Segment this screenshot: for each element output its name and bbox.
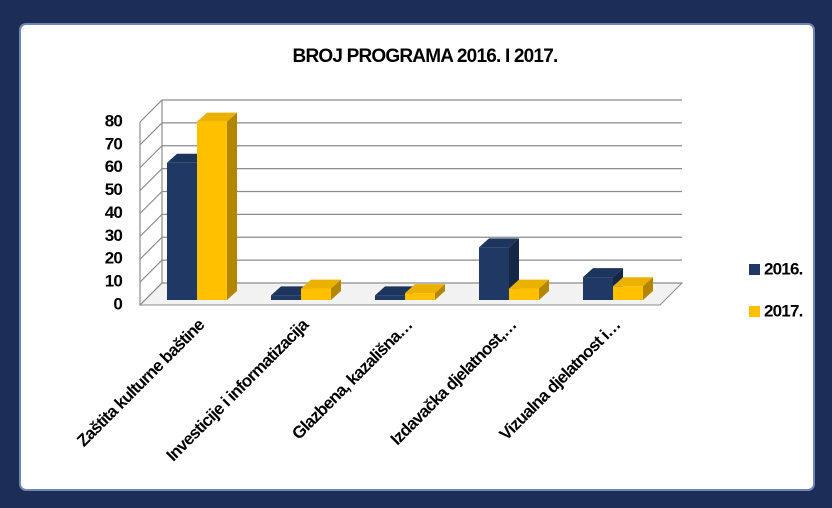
grid-line [139,191,163,214]
y-tick-label: 20 [105,249,123,268]
y-tick-label: 80 [105,111,123,130]
bar [301,279,341,300]
grid-line [139,168,163,192]
bar-front [301,288,331,300]
grid-line [139,122,163,146]
bar [509,279,549,300]
bar-top [583,268,623,278]
legend-label: 2016. [764,259,803,278]
bar [613,277,653,300]
bar-top [197,112,237,122]
bar-front [197,121,227,300]
bar-side [435,284,445,300]
bar-side [539,279,549,300]
grid-line [139,213,163,237]
grid-line [139,236,163,260]
bar-side [331,279,341,300]
bar-top [301,279,341,289]
y-tick-label: 0 [113,294,122,313]
bar-front [509,288,539,300]
bar-side [227,112,237,300]
bar-front [375,295,405,300]
legend-swatch [749,306,760,317]
grid-line [139,282,163,306]
bar-top [405,284,445,294]
y-tick-label: 10 [105,272,123,291]
bar-top [479,238,519,248]
grid-line [139,145,163,169]
bar [405,284,445,300]
legend-swatch [749,264,760,275]
bar [197,112,237,300]
bar-front [405,293,435,300]
bar-front [583,277,613,300]
bar-front [613,286,643,300]
y-tick-label: 30 [105,226,123,245]
bar-side [643,277,653,300]
bar-top [613,277,653,287]
grid-line [139,259,163,283]
legend-label: 2017. [764,301,803,320]
bar-top [509,279,549,289]
y-tick-label: 70 [105,134,123,153]
bar-front [271,295,301,300]
y-tick-label: 50 [105,180,123,199]
bar-front [479,247,509,300]
bar-front [167,162,197,300]
chart-title: BROJ PROGRAMA 2016. I 2017. [293,46,558,67]
grid-line [139,99,163,123]
y-tick-label: 60 [105,157,123,176]
y-tick-label: 40 [105,203,123,222]
